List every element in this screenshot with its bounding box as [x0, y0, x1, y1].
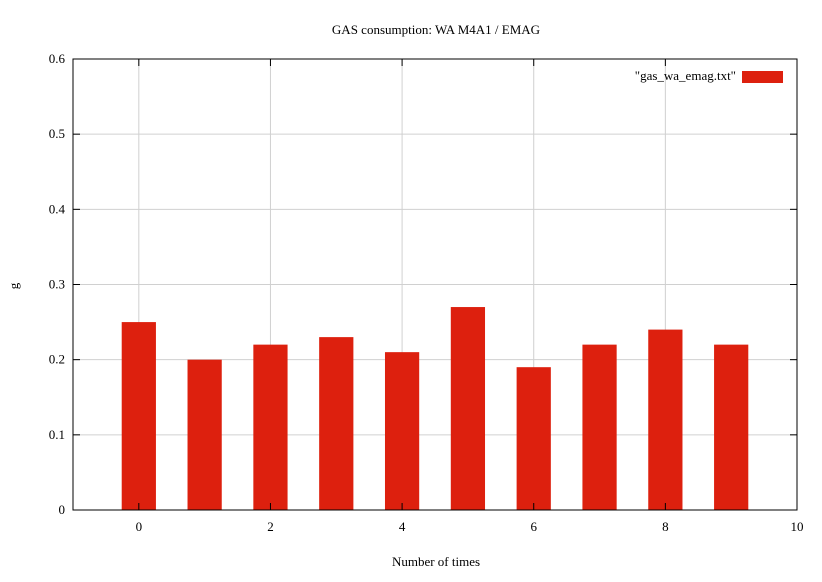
bar: [714, 344, 749, 510]
legend-swatch: [742, 71, 783, 83]
plot-border: [72, 58, 798, 511]
legend-label: "gas_wa_emag.txt": [635, 68, 736, 83]
bar: [648, 329, 683, 510]
y-tick-label: 0: [59, 502, 66, 517]
bar: [121, 322, 156, 510]
bar: [187, 359, 222, 510]
x-axis-label: Number of times: [392, 554, 480, 569]
bar: [253, 344, 288, 510]
grid: [73, 59, 797, 510]
x-tick-label: 10: [791, 519, 804, 534]
bar: [450, 307, 486, 510]
bars: [121, 307, 749, 510]
y-axis-label: g: [6, 282, 21, 289]
x-tick-label: 6: [530, 519, 537, 534]
y-tick-label: 0.3: [49, 277, 65, 292]
y-tick-label: 0.5: [49, 126, 65, 141]
tick-labels: 0 0.1 0.2 0.3 0.4 0.5 0.6 0 2 4 6 8 10: [49, 51, 804, 534]
bar: [582, 344, 617, 510]
bar: [384, 352, 420, 510]
legend: "gas_wa_emag.txt": [635, 68, 783, 83]
y-tick-label: 0.2: [49, 352, 65, 367]
x-tick-label: 8: [662, 519, 669, 534]
x-tick-label: 0: [136, 519, 143, 534]
y-tick-label: 0.6: [49, 51, 66, 66]
chart-title: GAS consumption: WA M4A1 / EMAG: [332, 22, 540, 37]
plot-frame: [72, 58, 798, 511]
y-tick-label: 0.1: [49, 427, 65, 442]
x-tick-label: 4: [399, 519, 406, 534]
bar: [516, 367, 551, 510]
bar: [319, 337, 354, 510]
y-tick-label: 0.4: [49, 201, 66, 216]
x-tick-label: 2: [267, 519, 274, 534]
